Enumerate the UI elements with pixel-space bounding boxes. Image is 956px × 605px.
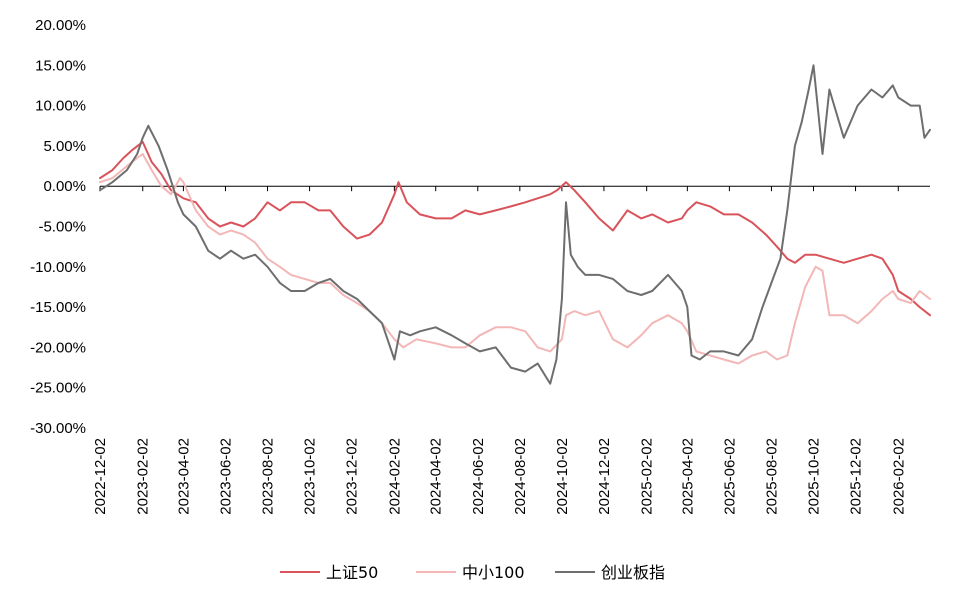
x-tick-label: 2024-10-02 bbox=[554, 438, 571, 515]
legend: 上证50 中小100 创业板指 bbox=[280, 563, 665, 582]
x-tick-label: 2025-12-02 bbox=[848, 438, 865, 515]
y-tick-label: 5.00% bbox=[43, 138, 86, 155]
x-tick-label: 2025-06-02 bbox=[721, 438, 738, 515]
y-tick-label: -15.00% bbox=[30, 299, 86, 316]
y-tick-label: -5.00% bbox=[38, 219, 86, 236]
x-tick-label: 2025-10-02 bbox=[805, 438, 822, 515]
legend-label: 创业板指 bbox=[601, 563, 665, 582]
x-tick-label: 2025-04-02 bbox=[679, 438, 696, 515]
x-tick-label: 2024-04-02 bbox=[428, 438, 445, 515]
series-line-0 bbox=[99, 140, 931, 317]
legend-label: 中小100 bbox=[462, 563, 525, 582]
x-tick-label: 2025-08-02 bbox=[763, 438, 780, 515]
legend-label: 上证50 bbox=[326, 563, 378, 582]
y-tick-label: -10.00% bbox=[30, 259, 86, 276]
x-tick-label: 2023-04-02 bbox=[175, 438, 192, 515]
y-tick-label: -20.00% bbox=[30, 339, 86, 356]
x-tick-label: 2022-12-02 bbox=[92, 438, 109, 515]
x-tick-label: 2024-12-02 bbox=[596, 438, 613, 515]
x-axis: 2022-12-02 2023-02-02 2023-04-02 2023-06-02… bbox=[92, 185, 930, 515]
x-tick-label: 2023-12-02 bbox=[344, 438, 361, 515]
x-tick-label: 2024-08-02 bbox=[512, 438, 529, 515]
x-tick-label: 2024-06-02 bbox=[470, 438, 487, 515]
y-tick-label: 15.00% bbox=[35, 57, 86, 74]
series-layer bbox=[99, 64, 931, 385]
x-tick-label: 2023-10-02 bbox=[302, 438, 319, 515]
y-tick-label: -30.00% bbox=[30, 420, 86, 437]
x-tick-label: 2023-06-02 bbox=[217, 438, 234, 515]
x-tick-label: 2023-02-02 bbox=[135, 438, 152, 515]
y-tick-label: -25.00% bbox=[30, 380, 86, 397]
series-line-1 bbox=[99, 153, 931, 365]
y-axis: 20.00% 15.00% 10.00% 5.00% 0.00% -5.00% -10.00… bbox=[30, 17, 86, 437]
y-tick-label: 20.00% bbox=[35, 17, 86, 34]
x-tick-label: 2026-02-02 bbox=[890, 438, 907, 515]
y-tick-label: 0.00% bbox=[43, 178, 86, 195]
series-line-2 bbox=[99, 64, 931, 385]
x-tick-label: 2023-08-02 bbox=[260, 438, 277, 515]
x-tick-label: 2024-02-02 bbox=[386, 438, 403, 515]
x-tick-label: 2025-02-02 bbox=[639, 438, 656, 515]
y-tick-label: 10.00% bbox=[35, 98, 86, 115]
